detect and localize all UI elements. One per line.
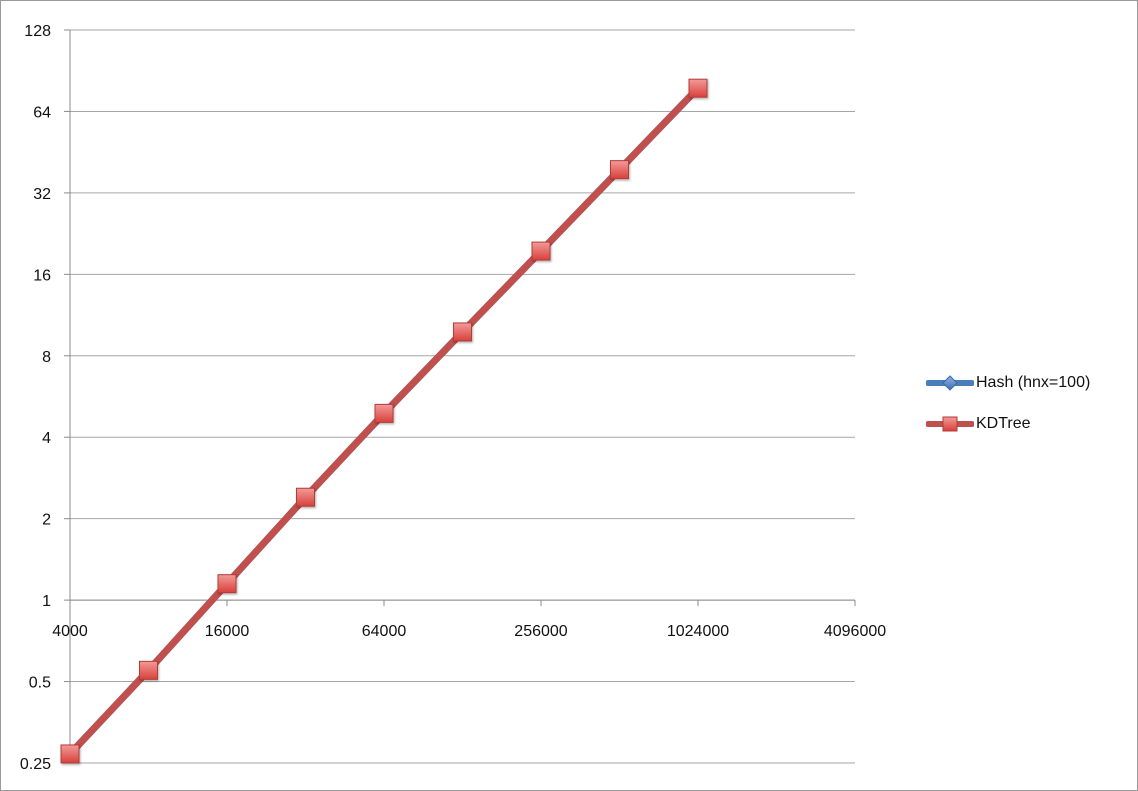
x-tick-label: 64000: [362, 623, 407, 640]
data-point: [217, 574, 237, 594]
x-tick-label: 1024000: [667, 623, 729, 640]
legend-swatch-hash: [926, 374, 974, 391]
y-tick-label: 64: [33, 104, 51, 121]
data-point: [139, 660, 158, 680]
data-point: [296, 487, 315, 507]
legend: Hash (hnx=100) KDTree: [926, 362, 1090, 444]
y-gridlines: [70, 29, 855, 764]
x-tick-label: 256000: [514, 623, 567, 640]
y-tick-label: 0.5: [29, 675, 51, 692]
x-axis: 4000 16000 64000 256000 1024000 4096000: [52, 599, 886, 640]
legend-item-kdtree: KDTree: [926, 403, 1090, 444]
series-layer: [60, 78, 708, 764]
y-tick-label: 128: [24, 23, 51, 40]
legend-swatch-kdtree: [926, 416, 974, 431]
x-tick-label: 4000: [52, 623, 88, 640]
x-tick-label: 4096000: [824, 623, 886, 640]
y-tick-label: 1: [42, 593, 51, 610]
y-tick-label: 4: [42, 430, 51, 447]
series-kdtree: [60, 78, 708, 764]
legend-label-hash: Hash (hnx=100): [976, 373, 1091, 391]
y-tick-label: 16: [33, 267, 51, 284]
data-point: [374, 403, 394, 423]
y-tick-label: 32: [33, 186, 51, 203]
data-point: [453, 322, 472, 342]
y-tick-label: 0.25: [20, 756, 51, 773]
legend-label-kdtree: KDTree: [976, 414, 1031, 432]
data-point: [688, 78, 708, 98]
data-point: [60, 744, 80, 764]
y-tick-label: 8: [42, 349, 51, 366]
y-axis: 0.25 0.5 1 2 4 8 16 32 64 128: [20, 23, 71, 773]
legend-item-hash: Hash (hnx=100): [926, 362, 1090, 403]
data-point: [531, 241, 551, 261]
data-point: [610, 160, 629, 180]
x-tick-label: 16000: [205, 623, 250, 640]
y-tick-label: 2: [42, 512, 51, 529]
